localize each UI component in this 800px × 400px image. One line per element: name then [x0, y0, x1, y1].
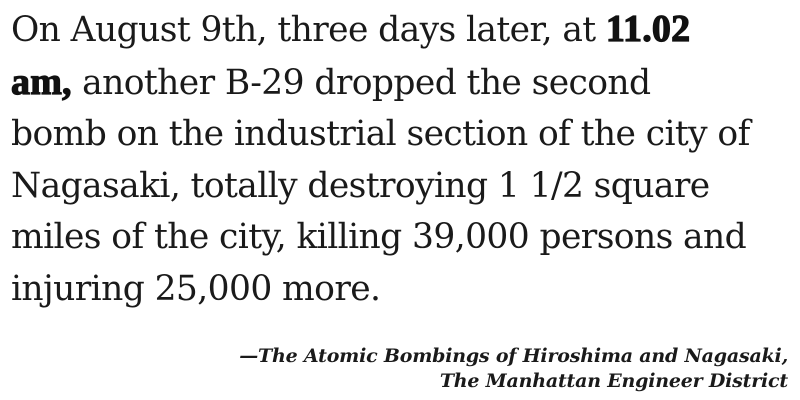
- quote-line-3: bomb on the industrial section of the ci…: [11, 114, 750, 154]
- quote-line-1: On August 9th, three days later, at 11.0…: [11, 4, 796, 57]
- quote-line-2-text: another B-29 dropped the second: [71, 62, 651, 103]
- quote-line-6: injuring 25,000 more.: [11, 268, 381, 309]
- quote-time-suffix-emphasis: am,: [10, 60, 72, 103]
- quote-attribution: —The Atomic Bombings of Hiroshima and Na…: [239, 344, 788, 394]
- quote-line-2: am, another B-29 dropped the second: [10, 57, 796, 110]
- quote-text: On August 9th, three days later, at 11.0…: [10, 4, 796, 315]
- quote-line-5: miles of the city, killing 39,000 person…: [11, 217, 747, 257]
- quote-time-emphasis: 11.02: [605, 7, 691, 50]
- attribution-source: —The Atomic Bombings of Hiroshima and Na…: [239, 345, 788, 367]
- attribution-author: The Manhattan Engineer District: [439, 370, 788, 392]
- quote-line-4: Nagasaki, totally destroying 1 1/2 squar…: [11, 165, 710, 206]
- quote-line-1-text: On August 9th, three days later, at: [11, 10, 606, 50]
